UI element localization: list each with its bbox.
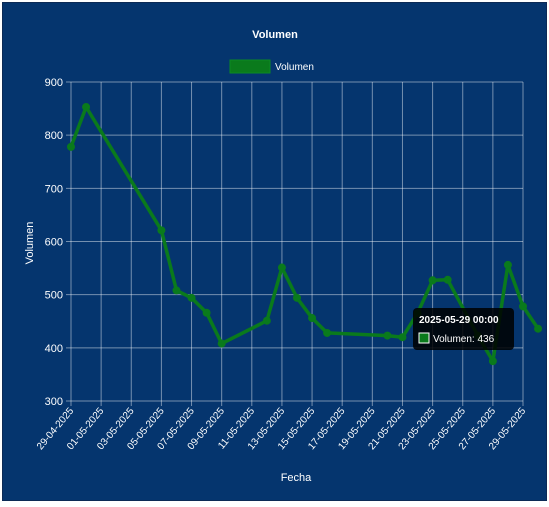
data-point bbox=[293, 293, 301, 302]
y-axis-ticks: 300 400 500 600 700 800 900 bbox=[45, 77, 63, 408]
data-point bbox=[172, 286, 181, 295]
data-point bbox=[383, 331, 392, 340]
data-point bbox=[82, 102, 91, 111]
y-tick-label: 700 bbox=[45, 183, 63, 195]
y-tick-label: 500 bbox=[45, 290, 63, 302]
tooltip-box bbox=[413, 308, 514, 350]
data-point bbox=[187, 293, 196, 302]
data-point bbox=[262, 316, 271, 325]
tooltip-label: Volumen: 436 bbox=[433, 334, 495, 345]
data-point bbox=[202, 308, 211, 317]
tooltip-swatch bbox=[418, 332, 430, 344]
data-point bbox=[519, 302, 527, 311]
y-axis-label: Volumen bbox=[24, 222, 36, 265]
data-point bbox=[443, 275, 452, 284]
data-point bbox=[428, 276, 437, 285]
data-point bbox=[534, 324, 543, 333]
data-point bbox=[277, 263, 286, 272]
legend-label: Volumen bbox=[275, 62, 314, 73]
tooltip-title: 2025-05-29 00:00 bbox=[419, 315, 499, 326]
legend[interactable]: Volumen bbox=[229, 59, 314, 74]
data-point bbox=[67, 142, 75, 151]
data-point bbox=[503, 260, 512, 269]
grid bbox=[66, 81, 524, 406]
data-point bbox=[157, 226, 166, 235]
line-chart: Volumen Volumen 300 400 500 600 700 800 900 29… bbox=[24, 29, 543, 484]
data-point bbox=[323, 328, 332, 337]
y-tick-label: 300 bbox=[45, 396, 63, 408]
data-point bbox=[217, 339, 226, 348]
y-tick-label: 400 bbox=[45, 343, 63, 355]
chart-title: Volumen bbox=[252, 29, 298, 41]
y-tick-label: 900 bbox=[45, 77, 63, 89]
chart-card: Volumen Volumen 300 400 500 600 700 800 900 29… bbox=[2, 2, 547, 501]
data-point bbox=[488, 357, 497, 366]
data-point bbox=[398, 333, 407, 342]
legend-swatch bbox=[229, 59, 271, 74]
x-axis-label: Fecha bbox=[281, 472, 312, 484]
x-axis-ticks: 29-04-202501-05-202503-05-202505-05-2025… bbox=[35, 406, 529, 453]
y-tick-label: 600 bbox=[45, 237, 63, 249]
y-tick-label: 800 bbox=[45, 130, 63, 142]
data-point bbox=[308, 314, 317, 323]
tooltip: 2025-05-29 00:00 Volumen: 436 bbox=[413, 308, 514, 350]
